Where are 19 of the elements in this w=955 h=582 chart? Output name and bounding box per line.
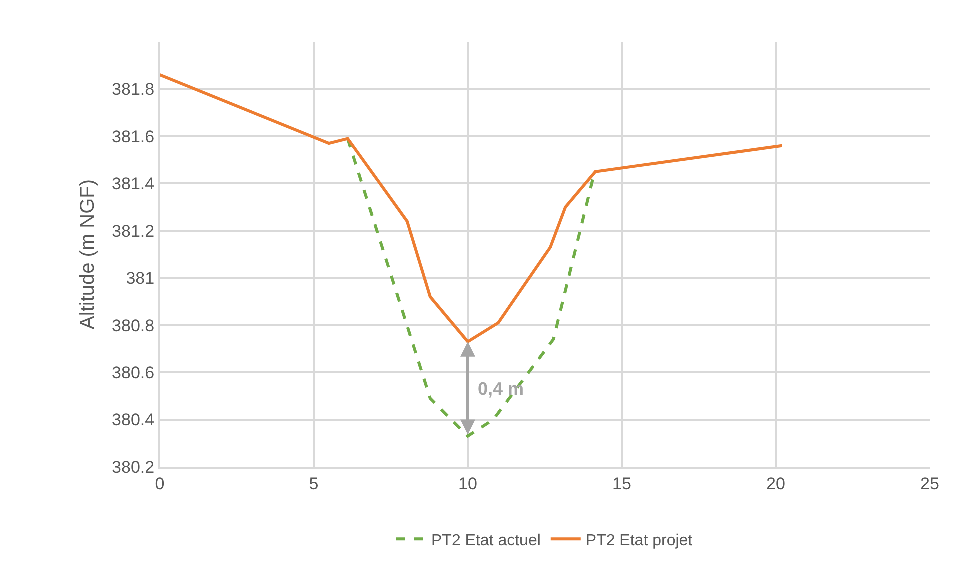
y-axis-title: Altitude (m NGF) [77,179,100,330]
legend-label: PT2 Etat projet [586,532,694,550]
y-tick-label: 381.6 [112,127,155,146]
x-tick-label: 0 [155,474,165,494]
y-tick-label: 381.2 [112,222,155,241]
x-tick-label: 25 [920,474,940,494]
x-tick-label: 10 [458,474,478,494]
y-tick-label: 381.8 [112,80,155,100]
x-tick-label: 15 [612,474,632,494]
y-tick-label: 380.8 [112,316,155,336]
y-tick-label: 380.2 [112,458,155,477]
y-tick-label: 380.4 [112,410,155,430]
x-tick-label: 5 [309,474,319,494]
y-tick-label: 380.6 [112,364,155,383]
y-tick-label: 381.4 [112,174,155,194]
annotation: 0,4 m [478,379,524,399]
x-tick-label: 20 [766,474,786,494]
legend-label: PT2 Etat actuel [432,532,541,550]
y-tick-label: 381 [126,269,155,288]
